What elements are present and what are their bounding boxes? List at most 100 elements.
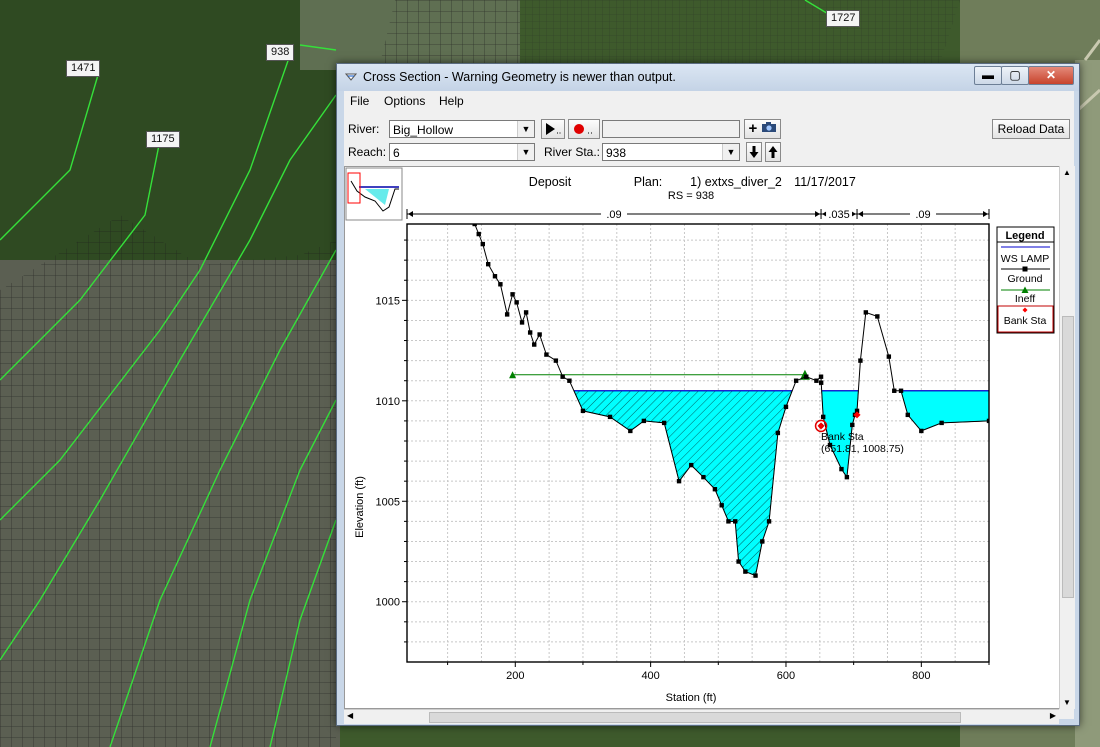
- y-tick-label: 1015: [376, 295, 400, 307]
- ground-point: [939, 420, 944, 426]
- manning-n-label-bg: [826, 207, 853, 220]
- vertical-scrollbar[interactable]: ▲ ▼: [1059, 166, 1075, 709]
- play-button[interactable]: [541, 119, 565, 139]
- chart-title-block: Deposit Plan: 1) extxs_diver_2 11/17/201…: [529, 175, 856, 202]
- ground-point: [854, 408, 860, 414]
- ground-point: [519, 320, 525, 325]
- scroll-down-arrow-icon[interactable]: ▼: [1063, 698, 1071, 707]
- river-select-value: Big_Hollow: [393, 123, 454, 137]
- map-label-1727: 1727: [826, 10, 861, 27]
- maximize-button[interactable]: ▢: [1001, 66, 1029, 85]
- window-menu-icon[interactable]: [345, 72, 357, 82]
- manning-n-arrow: [983, 211, 988, 217]
- scroll-up-arrow-icon[interactable]: ▲: [1063, 168, 1071, 177]
- thumbnail-plot[interactable]: [345, 167, 403, 221]
- ground-point: [850, 422, 855, 428]
- bank-sta-annotation-label: Bank Sta: [821, 431, 864, 443]
- scroll-h-thumb[interactable]: [429, 712, 961, 723]
- ground-point: [523, 310, 529, 315]
- ground-point: [607, 414, 613, 420]
- ground-point: [544, 352, 549, 357]
- ground-point: [701, 474, 706, 480]
- ground-point: [476, 231, 481, 237]
- scroll-right-arrow-icon[interactable]: ▶: [1049, 711, 1056, 720]
- plus-icon: +: [748, 120, 758, 137]
- profile-textbox[interactable]: [602, 120, 740, 138]
- legend-bank-sta-highlight: [997, 305, 1054, 333]
- ground-point: [736, 559, 741, 564]
- ground-point: [532, 342, 537, 347]
- chevron-down-icon[interactable]: ▼: [517, 144, 534, 160]
- ground-point: [898, 388, 904, 393]
- add-camera-button[interactable]: +: [744, 119, 781, 139]
- river-label: River:: [348, 122, 380, 136]
- x-tick-label: 400: [641, 670, 659, 682]
- menu-file[interactable]: File: [350, 94, 370, 108]
- ground-point: [760, 539, 765, 544]
- manning-n-label: .09: [915, 209, 930, 221]
- legend-marker-ground: [1022, 266, 1028, 272]
- y-axis-label: Elevation (ft): [354, 476, 366, 538]
- map-label-938: 938: [266, 44, 295, 61]
- ground-point: [766, 519, 772, 524]
- ground-point: [486, 261, 491, 267]
- chevron-down-icon[interactable]: ▼: [722, 144, 739, 160]
- manning-n-arrow: [851, 211, 857, 217]
- manning-n-arrow: [815, 211, 821, 217]
- manning-n-label: .035: [828, 209, 849, 221]
- ground-point: [510, 292, 515, 297]
- x-axis-label: Station (ft): [666, 692, 717, 704]
- bank-sta-target-icon: [814, 419, 828, 433]
- plot-panel[interactable]: Deposit Plan: 1) extxs_diver_2 11/17/201…: [344, 166, 1067, 709]
- river-select[interactable]: Big_Hollow ▼: [389, 120, 535, 138]
- record-button[interactable]: [568, 119, 600, 139]
- ground-point: [527, 330, 533, 335]
- reload-data-button[interactable]: Reload Data: [992, 119, 1070, 139]
- ground-point: [580, 408, 586, 414]
- scroll-left-arrow-icon[interactable]: ◀: [347, 711, 354, 720]
- menu-options[interactable]: Options: [384, 94, 426, 108]
- ground-point: [892, 388, 897, 393]
- map-label-1471: 1471: [66, 60, 101, 77]
- ground-point: [839, 466, 844, 472]
- close-button[interactable]: ✕: [1028, 66, 1074, 85]
- horizontal-scrollbar[interactable]: ◀ ▶: [344, 709, 1059, 724]
- next-station-down-button[interactable]: [746, 142, 762, 162]
- reach-label: Reach:: [348, 145, 387, 159]
- ground-point: [775, 430, 781, 436]
- ground-point: [498, 282, 503, 287]
- chevron-down-icon[interactable]: ▼: [517, 121, 534, 137]
- ground-point: [905, 412, 910, 418]
- manning-n-arrow: [858, 211, 864, 217]
- menu-bar: File Options Help: [344, 91, 1074, 111]
- legend-entry-ws: WS LAMP: [1001, 253, 1049, 265]
- ground-point: [783, 404, 789, 410]
- title-bar[interactable]: Cross Section - Warning Geometry is newe…: [337, 64, 1079, 91]
- river-sta-label: River Sta.:: [544, 145, 601, 159]
- ground-point: [886, 354, 892, 359]
- play-icon: [546, 123, 561, 135]
- arrow-up-icon: [768, 146, 778, 158]
- manning-n-arrow: [822, 211, 828, 217]
- scroll-thumb[interactable]: [1062, 316, 1074, 598]
- ground-point: [804, 374, 809, 379]
- reach-select[interactable]: 6 ▼: [389, 143, 535, 161]
- next-station-up-button[interactable]: [765, 142, 781, 162]
- legend-title: Legend: [1005, 230, 1044, 242]
- reach-select-value: 6: [393, 146, 400, 160]
- minimize-button[interactable]: ▬: [974, 66, 1002, 85]
- chart-subtitle: RS = 938: [668, 190, 714, 202]
- ground-point: [827, 442, 833, 448]
- legend-entry-ground: Ground: [1007, 273, 1042, 285]
- ground-point: [818, 374, 824, 379]
- river-sta-select[interactable]: 938 ▼: [602, 143, 740, 161]
- water-area: [573, 390, 989, 577]
- ground-point: [793, 378, 799, 383]
- menu-help[interactable]: Help: [439, 94, 464, 108]
- y-tick-label: 1010: [376, 396, 400, 408]
- legend-entry-ineff: Ineff: [1015, 293, 1035, 305]
- ground-point: [919, 428, 924, 434]
- legend-entry-bank: Bank Sta: [1004, 315, 1047, 327]
- chart-title-plan-name: 1) extxs_diver_2: [690, 175, 782, 189]
- cross-section-chart[interactable]: Deposit Plan: 1) extxs_diver_2 11/17/201…: [345, 167, 1066, 708]
